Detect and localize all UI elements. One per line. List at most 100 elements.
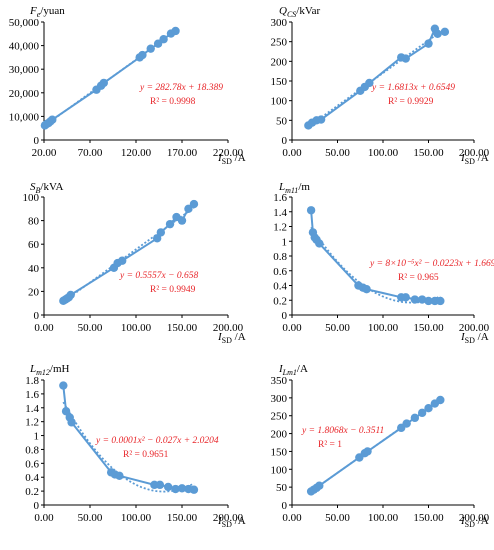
y-tick-label: 150 (271, 446, 288, 458)
data-point (436, 395, 445, 405)
data-point (155, 480, 165, 490)
data-point (306, 206, 316, 215)
y-tick-label: 40,000 (9, 41, 40, 53)
trendline-equation: y = 1.6813x + 0.6549 (371, 83, 455, 93)
data-point (410, 413, 420, 423)
trendline-equation: y = 0.0001x² − 0.027x + 2.0204 (95, 436, 219, 446)
data-point (315, 239, 324, 248)
x-axis-label: ISD /A (217, 152, 246, 166)
x-tick-label: 50.00 (325, 147, 350, 159)
r-squared-label: R² = 0.9998 (150, 97, 196, 107)
x-tick-label: 170.00 (167, 147, 198, 159)
y-tick-label: 30,000 (9, 64, 40, 76)
data-point (433, 29, 442, 38)
data-point (363, 447, 372, 456)
data-point (410, 295, 420, 304)
y-tick-label: 0.4 (273, 281, 287, 293)
y-tick-label: 100 (23, 192, 40, 204)
x-tick-label: 50.00 (78, 512, 103, 524)
x-axis-label: ISD /A (217, 515, 246, 529)
y-tick-label: 0.2 (25, 486, 39, 498)
x-tick-label: 200.00 (213, 512, 244, 524)
data-point (171, 484, 180, 494)
x-tick-label: 100.00 (368, 322, 399, 334)
y-tick-label: 250 (271, 411, 288, 423)
data-point (417, 408, 427, 418)
y-tick-label: 10,000 (9, 111, 40, 123)
y-tick-label: 200 (271, 56, 288, 68)
data-point (362, 284, 371, 294)
data-point (115, 471, 124, 481)
x-tick-label: 20.00 (32, 147, 57, 159)
x-tick-label: 100.00 (368, 512, 399, 524)
data-point (48, 115, 57, 124)
data-point (177, 216, 187, 225)
y-tick-label: 0.8 (273, 251, 287, 263)
data-point (417, 295, 427, 304)
y-tick-label: 60 (28, 239, 40, 251)
trendline-equation: y = 1.8068x − 0.3511 (301, 426, 384, 436)
data-point (164, 482, 173, 492)
y-tick-label: 300 (271, 393, 288, 405)
data-point (424, 39, 433, 48)
x-tick-label: 150.00 (413, 322, 444, 334)
data-point (59, 381, 68, 390)
data-point (66, 290, 75, 300)
y-tick-label: 80 (28, 216, 40, 228)
data-point (401, 293, 410, 302)
data-point (165, 219, 175, 229)
r-squared-label: R² = 0.9949 (150, 285, 196, 295)
y-tick-label: 50,000 (9, 17, 40, 29)
r-squared-label: R² = 0.9929 (388, 97, 434, 107)
data-point (436, 296, 445, 306)
y-tick-label: 200 (271, 429, 288, 441)
y-axis-label: SB/kVA (30, 181, 63, 195)
data-point (171, 26, 180, 36)
x-tick-label: 150.00 (167, 512, 198, 524)
y-tick-label: 20 (28, 286, 40, 298)
y-tick-label: 0 (34, 135, 40, 147)
x-tick-label: 150.00 (413, 147, 444, 159)
x-tick-label: 200.00 (459, 512, 490, 524)
data-point (402, 419, 411, 428)
x-tick-label: 50.00 (325, 512, 350, 524)
y-tick-label: 0 (282, 500, 288, 512)
x-tick-label: 70.00 (78, 147, 103, 159)
data-point (138, 50, 147, 60)
x-tick-label: 50.00 (325, 322, 350, 334)
x-tick-label: 220.00 (213, 147, 244, 159)
x-tick-label: 100.00 (121, 322, 152, 334)
x-tick-label: 150.00 (167, 322, 198, 334)
data-point (189, 199, 199, 209)
trendline (310, 226, 441, 304)
y-tick-label: 50 (276, 115, 288, 127)
x-tick-label: 200.00 (459, 147, 490, 159)
y-tick-label: 350 (271, 375, 288, 387)
y-tick-label: 1 (34, 431, 40, 443)
y-tick-label: 1.6 (25, 389, 39, 401)
data-point (424, 296, 433, 306)
data-point (440, 27, 450, 37)
x-tick-label: 0.00 (282, 147, 302, 159)
data-point (156, 228, 166, 237)
r-squared-label: R² = 0.9651 (123, 450, 169, 460)
y-tick-label: 20,000 (9, 88, 40, 100)
y-axis-label: Lm11/m (278, 181, 310, 195)
y-tick-label: 150 (271, 76, 288, 88)
r-squared-label: R² = 1 (318, 440, 342, 450)
trendline (62, 206, 195, 303)
y-tick-label: 40 (28, 263, 40, 275)
x-tick-label: 50.00 (78, 322, 103, 334)
trendline-equation: y = 8×10⁻⁵x² − 0.0223x + 1.6695 (369, 259, 494, 269)
y-axis-label: Lm12/mH (29, 363, 70, 377)
y-tick-label: 0 (282, 310, 288, 322)
y-tick-label: 0.6 (273, 266, 287, 278)
x-tick-label: 150.00 (413, 512, 444, 524)
y-axis-label: QCS/kVar (279, 5, 320, 19)
x-tick-label: 200.00 (213, 322, 244, 334)
y-tick-label: 1.8 (25, 375, 39, 387)
y-tick-label: 1.2 (273, 222, 287, 234)
trendline-equation: y = 0.5557x − 0.658 (119, 271, 199, 281)
y-tick-label: 0 (34, 500, 40, 512)
